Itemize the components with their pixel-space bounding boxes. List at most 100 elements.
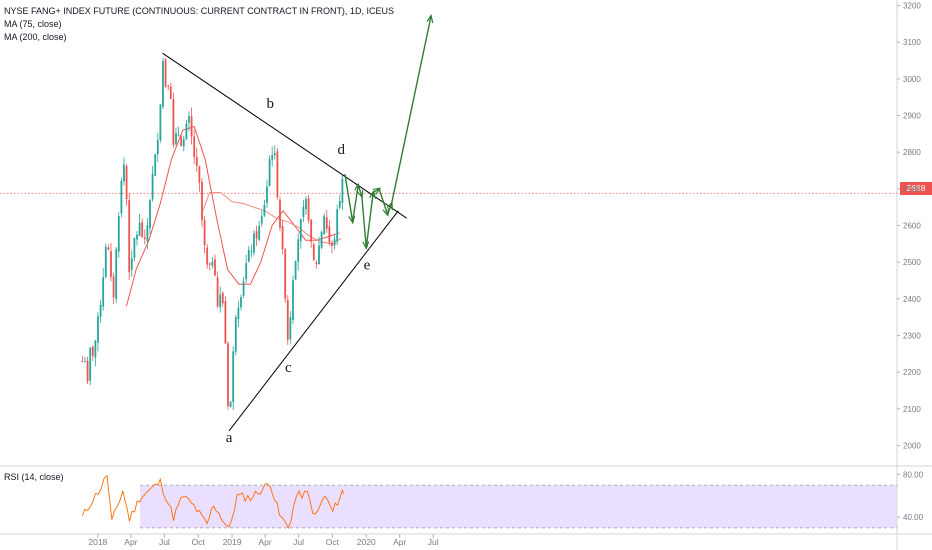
candle <box>227 341 229 410</box>
y-tick-label: 2100 <box>903 405 921 414</box>
candle <box>146 218 149 250</box>
candle-body <box>268 158 271 186</box>
candle <box>97 312 99 352</box>
candle-body <box>250 251 253 253</box>
candle <box>162 57 164 110</box>
triangle-trendline <box>162 52 407 219</box>
candle <box>271 146 274 167</box>
candle-body <box>110 251 112 277</box>
candle-body <box>107 247 110 250</box>
candle <box>237 300 240 327</box>
candle <box>136 231 138 246</box>
candle-body <box>198 166 201 183</box>
candle <box>138 214 141 237</box>
candle-body <box>266 186 268 204</box>
last-price-badge: 2688 <box>900 182 932 195</box>
candle-body <box>242 281 245 296</box>
candle <box>279 196 281 231</box>
candle-body <box>323 216 326 235</box>
candle <box>185 119 188 141</box>
x-tick-label: Apr <box>124 537 137 547</box>
candle-body <box>260 216 263 224</box>
candle <box>91 345 94 361</box>
candle <box>325 209 328 233</box>
candle <box>245 254 248 283</box>
candle <box>234 314 237 356</box>
candle-body <box>190 116 193 137</box>
y-tick-label: 2300 <box>903 332 921 341</box>
candle <box>331 240 333 254</box>
candle-body <box>245 263 248 280</box>
candle <box>266 179 268 208</box>
candle <box>128 193 131 281</box>
candle-body <box>208 263 211 265</box>
candle <box>156 132 159 162</box>
candle-body <box>336 209 339 242</box>
candle-body <box>276 151 279 198</box>
candle-body <box>143 237 146 240</box>
candle-body <box>175 133 177 144</box>
candle <box>224 295 227 345</box>
candle <box>177 126 180 137</box>
projection-arrow <box>378 188 387 215</box>
x-tick-label: 2019 <box>223 537 242 547</box>
projection-arrow <box>358 184 362 196</box>
projection-arrow <box>361 196 366 247</box>
candle-body <box>320 231 323 248</box>
candle <box>151 165 154 202</box>
candle-body <box>195 156 198 167</box>
candle-body <box>180 136 183 147</box>
candle <box>117 212 120 258</box>
candle <box>338 194 341 210</box>
wave-label-e: e <box>364 258 371 274</box>
candle <box>154 153 157 177</box>
candle <box>312 242 315 262</box>
candle-body <box>227 343 229 407</box>
candle <box>307 195 310 224</box>
candle <box>323 213 326 235</box>
candle-body <box>154 154 157 176</box>
candle <box>169 82 172 99</box>
candle-body <box>104 246 107 277</box>
candle-body <box>281 225 284 250</box>
rsi-tick-label: 40.00 <box>903 513 924 522</box>
projection-arrow <box>388 204 392 215</box>
x-tick-label: Oct <box>326 537 340 547</box>
candle <box>328 220 331 246</box>
candle-body <box>297 239 300 262</box>
candle-body <box>193 136 196 158</box>
candle <box>276 148 279 200</box>
rsi-tick-label: 80.00 <box>903 470 924 479</box>
candle-body <box>307 198 310 221</box>
candle <box>110 242 112 282</box>
candle <box>193 129 196 165</box>
candle-body <box>120 180 123 214</box>
candle-body <box>289 317 292 340</box>
candle-body <box>263 204 266 216</box>
wave-label-a: a <box>226 430 233 446</box>
candle <box>247 246 250 263</box>
x-tick-label: Apr <box>393 537 406 547</box>
candle <box>203 216 206 254</box>
candle-body <box>159 104 162 141</box>
candle <box>149 198 151 235</box>
candle <box>188 111 190 132</box>
candle <box>289 311 292 344</box>
y-tick-label: 3200 <box>903 2 921 11</box>
candle-body <box>299 218 302 242</box>
candle <box>258 220 261 242</box>
candle <box>232 346 235 411</box>
candle-body <box>328 226 331 243</box>
candle <box>333 235 336 250</box>
candle <box>112 272 115 305</box>
candle-body <box>203 220 206 246</box>
candle <box>318 236 320 265</box>
candle <box>273 145 276 160</box>
candle-body <box>156 140 159 155</box>
candle-body <box>232 351 235 402</box>
candle-body <box>169 86 172 99</box>
candle-body <box>279 199 281 228</box>
candle <box>299 218 302 249</box>
x-tick-label: 2018 <box>88 537 107 547</box>
